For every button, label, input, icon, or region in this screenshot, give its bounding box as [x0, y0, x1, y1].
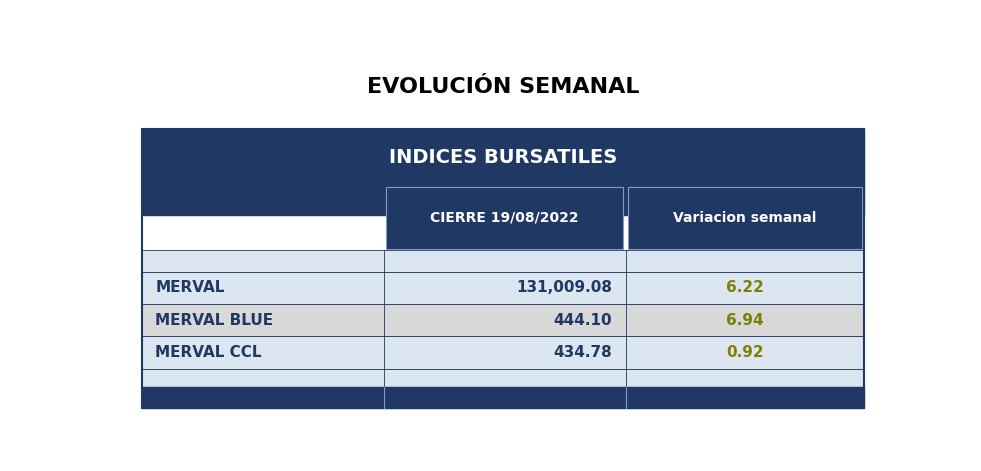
Text: 6.22: 6.22: [726, 280, 763, 295]
Text: MERVAL CCL: MERVAL CCL: [155, 345, 262, 360]
Text: 0.92: 0.92: [726, 345, 763, 360]
Bar: [141, 251, 864, 271]
Text: Variacion semanal: Variacion semanal: [673, 211, 816, 225]
Text: CIERRE 19/08/2022: CIERRE 19/08/2022: [431, 211, 579, 225]
Bar: [628, 187, 861, 249]
Bar: [141, 129, 864, 408]
Bar: [141, 387, 864, 408]
Text: 434.78: 434.78: [553, 345, 612, 360]
Bar: [141, 369, 864, 387]
Bar: [386, 187, 623, 249]
Bar: [141, 304, 864, 336]
Text: MERVAL: MERVAL: [155, 280, 225, 295]
Text: 131,009.08: 131,009.08: [516, 280, 612, 295]
Text: INDICES BURSATILES: INDICES BURSATILES: [388, 148, 617, 168]
Text: 6.94: 6.94: [726, 313, 763, 328]
Text: MERVAL BLUE: MERVAL BLUE: [155, 313, 274, 328]
Bar: [141, 129, 864, 187]
Text: EVOLUCIÓN SEMANAL: EVOLUCIÓN SEMANAL: [367, 77, 639, 97]
Bar: [141, 336, 864, 369]
Text: 444.10: 444.10: [553, 313, 612, 328]
Bar: [141, 271, 864, 304]
Bar: [141, 187, 864, 215]
